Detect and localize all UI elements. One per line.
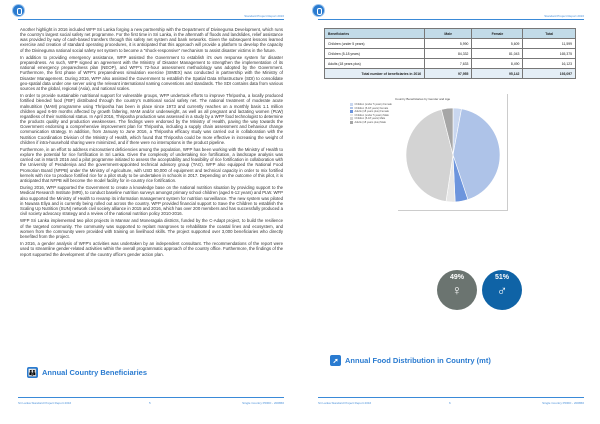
body-text: Another highlight in 2016 included WFP S…	[20, 27, 283, 259]
header-title: Standard Project Report 2016	[244, 14, 284, 18]
family-icon: 👪	[27, 367, 38, 378]
legend-label: Children (under 5 years) Female	[354, 103, 392, 106]
cell: 8,490	[471, 58, 524, 69]
cell: 11,599	[522, 38, 576, 49]
cell: 165,375	[522, 48, 576, 59]
section-title: Annual Country Beneficiaries	[42, 368, 148, 377]
chart-title: Country Beneficiaries by Gender and Age	[395, 97, 451, 101]
footer-right: Single Country PRRO - 200866	[542, 401, 584, 405]
page-number: 5	[149, 401, 151, 405]
paragraph: In order to provide sustainable nutritio…	[20, 93, 283, 145]
header-divider	[318, 19, 584, 20]
legend-item: Adults (18 years plus) Male	[350, 121, 392, 125]
cell: Adults (18 years plus)	[324, 58, 425, 69]
male-percentage-badge: 51% ♂	[482, 270, 522, 310]
food-distribution-icon: ➚	[330, 355, 341, 366]
pie-chart	[405, 107, 501, 203]
legend-label: Children (5-18 years) Male	[354, 117, 386, 121]
legend-swatch	[350, 121, 353, 124]
footer-left: Sri Lanka Standard Project Report 2016	[18, 401, 72, 405]
table-header-row: Beneficiaries Male Female Total	[324, 28, 576, 39]
left-page: Standard Project Report 2016 Another hig…	[12, 4, 284, 405]
right-page: Standard Project Report 2016 Beneficiari…	[300, 0, 600, 424]
header-cell: Female	[471, 28, 524, 39]
wfp-logo-icon	[12, 4, 25, 17]
section-title: Annual Food Distribution in Country (mt)	[345, 356, 491, 365]
table-row: Children (5-18 years) 84,332 81,043 165,…	[324, 48, 576, 59]
header-divider	[18, 19, 284, 20]
legend-item: Adults (18 years plus) Female	[350, 110, 392, 114]
cell: 16,123	[522, 58, 576, 69]
cell: 5,990	[423, 38, 473, 49]
paragraph: Another highlight in 2016 included WFP S…	[20, 27, 283, 53]
paragraph: In addition to providing emergency assis…	[20, 54, 283, 91]
header-cell: Male	[423, 28, 473, 39]
table-total-row: Total number of beneficiaries in 2016 97…	[324, 68, 576, 79]
female-percentage-badge: 49% ♀	[437, 270, 477, 310]
pie-slice	[452, 108, 501, 200]
legend-label: Children (under 5 years) Male	[354, 113, 389, 117]
legend-swatch	[350, 103, 353, 106]
chart-legend: Children (under 5 years) Female Children …	[350, 103, 392, 125]
wfp-logo-icon	[312, 4, 325, 17]
cell: 5,609	[471, 38, 524, 49]
cell: 193,097	[522, 68, 576, 79]
legend-swatch	[350, 106, 353, 110]
footer-left: Sri Lanka Standard Project Report 2016	[318, 401, 372, 405]
cell: 97,955	[423, 68, 473, 79]
table-row: Children (under 5 years) 5,990 5,609 11,…	[324, 38, 576, 49]
legend-item: Children (under 5 years) Male	[350, 114, 392, 118]
paragraph: During 2016, WFP supported the Governmen…	[20, 185, 283, 217]
cell: Children (under 5 years)	[324, 38, 425, 49]
paragraph: WFP Sri Lanka implemented two pilot proj…	[20, 218, 283, 239]
cell: Total number of beneficiaries in 2016	[324, 68, 425, 79]
legend-label: Adults (18 years plus) Female	[354, 110, 389, 114]
footer-divider	[18, 397, 284, 398]
female-person-icon: ♀	[451, 282, 463, 298]
male-person-icon: ♂	[496, 282, 508, 298]
cell: 7,633	[423, 58, 473, 69]
cell: 84,332	[423, 48, 473, 59]
cell: 95,142	[471, 68, 524, 79]
page-number: 6	[449, 401, 451, 405]
beneficiaries-table: Beneficiaries Male Female Total Children…	[324, 28, 576, 79]
pie-slice	[441, 107, 454, 156]
legend-swatch	[350, 113, 353, 117]
cell: Children (5-18 years)	[324, 48, 425, 59]
pie-slice	[405, 109, 454, 202]
female-percentage: 49%	[449, 274, 464, 281]
legend-swatch	[350, 117, 353, 120]
legend-item: Children (5-18 years) Female	[350, 107, 392, 111]
header-cell: Beneficiaries	[324, 28, 425, 39]
header-cell: Total	[522, 28, 576, 39]
legend-label: Children (5-18 years) Female	[354, 106, 389, 110]
legend-item: Children (5-18 years) Male	[350, 117, 392, 121]
legend-item: Children (under 5 years) Female	[350, 103, 392, 107]
footer-right: Single Country PRRO - 200866	[242, 401, 284, 405]
legend-label: Adults (18 years plus) Male	[354, 120, 386, 124]
legend-swatch	[350, 110, 353, 113]
header-title: Standard Project Report 2016	[544, 14, 584, 18]
paragraph: In 2016, a gender analysis of WFP's acti…	[20, 241, 283, 257]
section-heading-beneficiaries: 👪 Annual Country Beneficiaries	[27, 367, 147, 378]
male-percentage: 51%	[494, 274, 509, 281]
paragraph: Furthermore, in an effort to address mic…	[20, 147, 283, 183]
section-heading-food-distribution: ➚ Annual Food Distribution in Country (m…	[330, 355, 491, 366]
cell: 81,043	[471, 48, 524, 59]
table-row: Adults (18 years plus) 7,633 8,490 16,12…	[324, 58, 576, 69]
pie-chart-frame	[398, 94, 508, 211]
footer-divider	[318, 397, 584, 398]
